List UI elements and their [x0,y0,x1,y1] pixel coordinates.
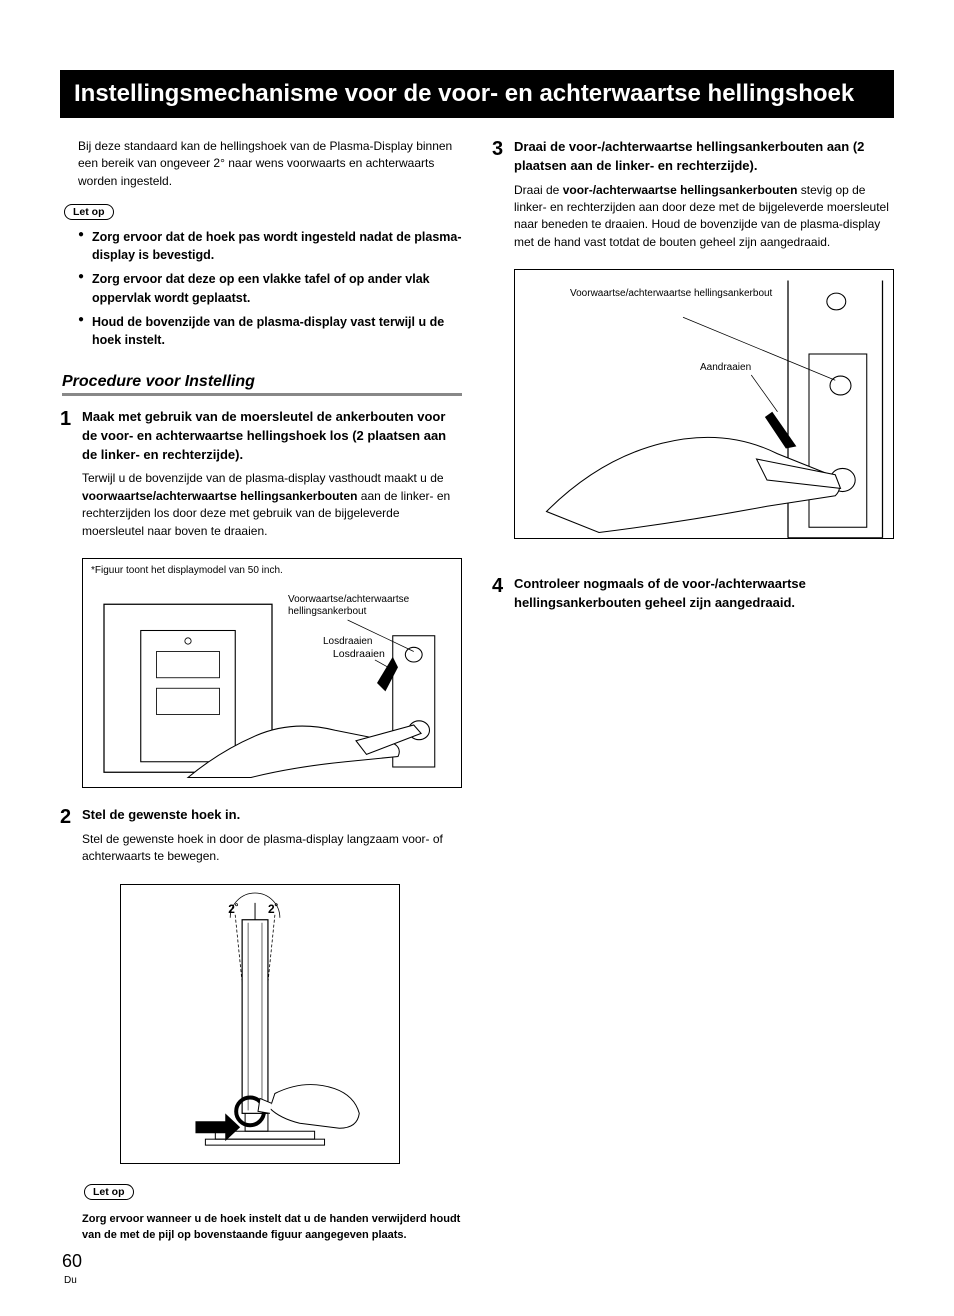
figure-step3: Voorwaartse/achterwaartse hellingsankerb… [514,269,894,539]
callout-action: Aandraaien [700,362,751,373]
step-number: 3 [492,138,514,261]
caution-text: Zorg ervoor wanneer u de hoek instelt da… [82,1212,462,1244]
step-text: Terwijl u de bovenzijde van de plasma-di… [82,470,462,540]
text-bold: voorwaartse/achterwaartse hellingsankerb… [82,489,357,503]
section-heading: Procedure voor Instelling [62,373,462,396]
page-language: Du [64,1275,77,1286]
caution-bullets: Zorg ervoor dat de hoek pas wordt ingest… [60,228,462,349]
text-run: Draai de [514,183,563,197]
text-run: Terwijl u de bovenzijde van de plasma-di… [82,471,444,485]
bullet-item: Zorg ervoor dat de hoek pas wordt ingest… [78,228,462,264]
step-2: 2 Stel de gewenste hoek in. Stel de gewe… [60,806,462,876]
step-number: 4 [492,575,514,619]
caution-badge: Let op [64,204,114,220]
step-number: 2 [60,806,82,876]
left-column: Bij deze standaard kan de hellingshoek v… [60,138,462,1244]
step-title: Maak met gebruik van de moersleutel de a… [82,408,462,465]
right-column: 3 Draai de voor-/achterwaartse hellingsa… [492,138,894,1244]
step-title: Stel de gewenste hoek in. [82,806,462,825]
manual-page: Instellingsmechanisme voor de voor- en a… [0,0,954,1284]
callout-bolt: Voorwaartse/achterwaartse hellingsankerb… [570,288,772,300]
intro-text: Bij deze standaard kan de hellingshoek v… [60,138,462,190]
figure-note: *Figuur toont het displaymodel van 50 in… [83,559,461,578]
figure-svg: 2˚ 2˚ [121,885,399,1163]
text-bold: voor-/achterwaartse hellingsankerbouten [563,183,798,197]
caution-badge: Let op [84,1184,134,1200]
step-3: 3 Draai de voor-/achterwaartse hellingsa… [492,138,894,261]
step-1: 1 Maak met gebruik van de moersleutel de… [60,408,462,550]
step-4: 4 Controleer nogmaals of de voor-/achter… [492,575,894,619]
caution-block-2: Let op Zorg ervoor wanneer u de hoek ins… [82,1182,462,1244]
figure-svg [515,270,893,554]
angle-right: 2˚ [268,901,279,915]
page-number: 60 [62,1251,82,1272]
bullet-item: Houd de bovenzijde van de plasma-display… [78,313,462,349]
callout-action-label: Losdraaien [333,648,385,660]
callout-action: Losdraaien [323,636,372,647]
step-text: Stel de gewenste hoek in door de plasma-… [82,831,462,866]
page-title: Instellingsmechanisme voor de voor- en a… [60,70,894,118]
figure-step1: *Figuur toont het displaymodel van 50 in… [82,558,462,788]
two-column-layout: Bij deze standaard kan de hellingshoek v… [60,138,894,1244]
angle-left: 2˚ [228,901,239,915]
step-title: Draai de voor-/achterwaartse hellingsank… [514,138,894,176]
figure-step2: 2˚ 2˚ [120,884,400,1164]
step-title: Controleer nogmaals of de voor-/achterwa… [514,575,894,613]
step-text: Draai de voor-/achterwaartse hellingsank… [514,182,894,252]
callout-bolt: Voorwaartse/achterwaartse hellingsankerb… [288,594,461,618]
step-number: 1 [60,408,82,550]
bullet-item: Zorg ervoor dat deze op een vlakke tafel… [78,270,462,306]
